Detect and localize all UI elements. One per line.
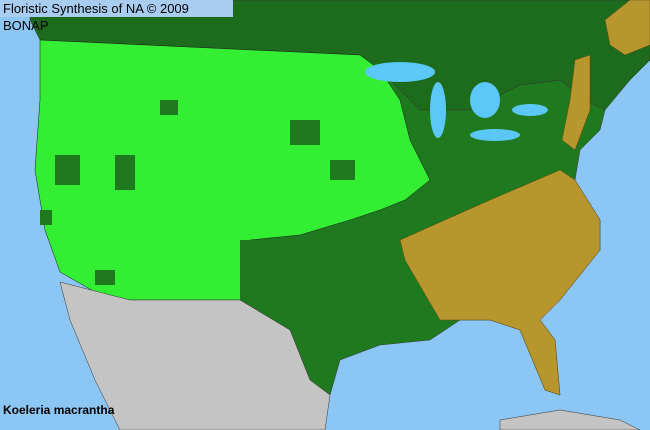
absent-maine (604, 0, 650, 56)
species-label: Koeleria macrantha (3, 403, 115, 417)
absent-northeast (561, 54, 591, 151)
cuba (499, 409, 641, 430)
absent-southeast (399, 169, 601, 396)
dark-county-patches (40, 100, 355, 300)
great-lakes (365, 62, 548, 141)
map-title: Floristic Synthesis of NA © 2009 BONAP (0, 0, 233, 33)
mexico (59, 281, 331, 430)
usa-west-bright (34, 39, 431, 301)
